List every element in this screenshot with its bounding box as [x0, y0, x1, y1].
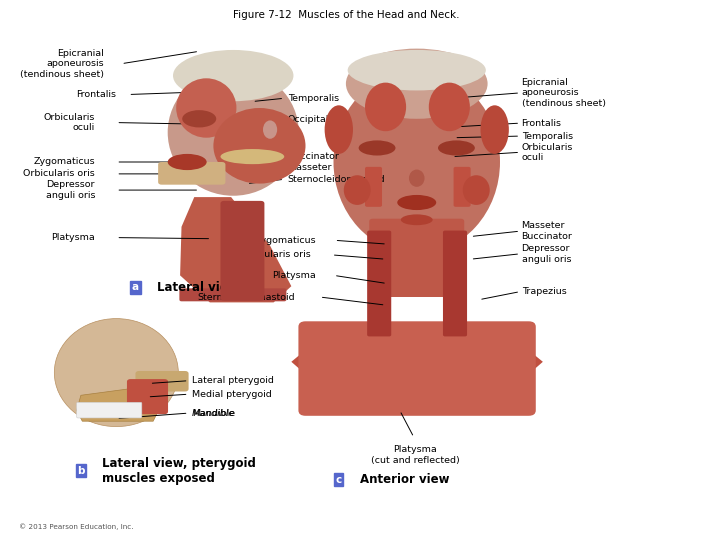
Ellipse shape: [346, 49, 487, 119]
Text: Platysma: Platysma: [272, 271, 316, 280]
Text: b: b: [77, 466, 85, 476]
Ellipse shape: [365, 83, 406, 131]
FancyBboxPatch shape: [76, 402, 142, 418]
Ellipse shape: [409, 170, 425, 187]
FancyBboxPatch shape: [220, 201, 264, 301]
Text: Medial pterygoid: Medial pterygoid: [192, 390, 272, 399]
Text: Lateral view: Lateral view: [157, 281, 238, 294]
Text: Platysma: Platysma: [51, 233, 95, 242]
Ellipse shape: [463, 175, 490, 205]
Text: a: a: [132, 282, 139, 292]
Polygon shape: [292, 329, 374, 383]
Text: Depressor
anguli oris: Depressor anguli oris: [45, 180, 95, 200]
Text: Temporalis: Temporalis: [521, 132, 572, 140]
FancyBboxPatch shape: [443, 231, 467, 336]
FancyBboxPatch shape: [454, 167, 471, 207]
Text: Orbicularis
oculi: Orbicularis oculi: [44, 113, 95, 132]
Text: Platysma
(cut and reflected): Platysma (cut and reflected): [371, 446, 459, 465]
Ellipse shape: [480, 105, 509, 154]
Polygon shape: [76, 386, 163, 421]
Text: Depressor
anguli oris: Depressor anguli oris: [521, 244, 571, 264]
Text: Epicranial
aponeurosis
(tendinous sheet): Epicranial aponeurosis (tendinous sheet): [521, 78, 606, 108]
Text: Orbicularis
oculi: Orbicularis oculi: [521, 143, 573, 162]
Ellipse shape: [173, 50, 294, 102]
Text: Mandible: Mandible: [192, 409, 235, 417]
Ellipse shape: [429, 83, 470, 131]
FancyBboxPatch shape: [158, 162, 225, 185]
Text: Occipitalis: Occipitalis: [288, 116, 337, 124]
Polygon shape: [460, 329, 543, 383]
Ellipse shape: [168, 69, 299, 195]
Text: Orbicularis oris: Orbicularis oris: [239, 251, 310, 259]
Ellipse shape: [54, 319, 179, 427]
FancyBboxPatch shape: [367, 231, 391, 336]
Text: Frontalis: Frontalis: [76, 90, 117, 99]
Ellipse shape: [343, 175, 371, 205]
Text: © 2013 Pearson Education, Inc.: © 2013 Pearson Education, Inc.: [19, 524, 133, 530]
Text: Epicranial
aponeurosis
(tendinous sheet): Epicranial aponeurosis (tendinous sheet): [19, 49, 104, 79]
Text: c: c: [336, 475, 342, 484]
Ellipse shape: [213, 108, 305, 184]
Text: Sternocleidomastoid: Sternocleidomastoid: [288, 175, 385, 184]
Text: Masseter
Buccinator: Masseter Buccinator: [521, 221, 572, 241]
Text: Temporalis: Temporalis: [288, 94, 339, 103]
Ellipse shape: [182, 110, 216, 127]
Ellipse shape: [348, 50, 486, 90]
Text: Sternocleidomastoid: Sternocleidomastoid: [197, 293, 295, 301]
Ellipse shape: [438, 140, 475, 156]
Ellipse shape: [168, 154, 207, 170]
Text: Frontalis: Frontalis: [521, 119, 562, 127]
Ellipse shape: [333, 70, 500, 254]
Text: Trapezius: Trapezius: [521, 287, 567, 296]
FancyBboxPatch shape: [298, 321, 536, 416]
Ellipse shape: [176, 78, 236, 138]
Text: Orbicularis oris: Orbicularis oris: [23, 170, 95, 178]
FancyBboxPatch shape: [369, 219, 464, 297]
Text: Lateral view, pterygoid
muscles exposed: Lateral view, pterygoid muscles exposed: [102, 457, 256, 485]
FancyBboxPatch shape: [135, 371, 189, 392]
Text: Masseter: Masseter: [288, 163, 331, 172]
FancyBboxPatch shape: [365, 167, 382, 207]
Text: Anterior view: Anterior view: [360, 473, 449, 486]
Text: Zygomaticus: Zygomaticus: [33, 158, 95, 166]
Text: Lateral pterygoid: Lateral pterygoid: [192, 376, 274, 385]
Text: Buccinator: Buccinator: [288, 152, 338, 161]
Ellipse shape: [220, 149, 284, 164]
FancyBboxPatch shape: [127, 379, 168, 414]
Ellipse shape: [401, 214, 433, 225]
Ellipse shape: [263, 120, 277, 139]
Polygon shape: [180, 197, 292, 302]
Ellipse shape: [359, 140, 395, 156]
Text: Mandible: Mandible: [192, 409, 235, 417]
Text: Figure 7-12  Muscles of the Head and Neck.: Figure 7-12 Muscles of the Head and Neck…: [233, 10, 459, 20]
Text: Zygomaticus: Zygomaticus: [254, 236, 316, 245]
FancyBboxPatch shape: [179, 288, 287, 301]
Ellipse shape: [397, 195, 436, 210]
Ellipse shape: [325, 105, 353, 154]
